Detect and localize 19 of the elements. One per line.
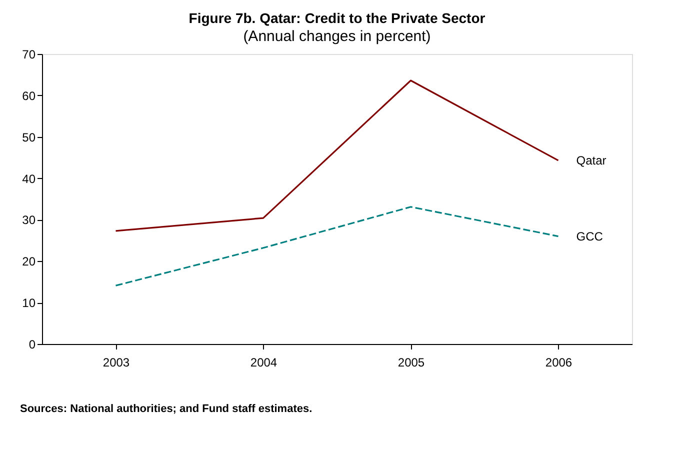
x-tick-label: 2004 bbox=[250, 356, 278, 370]
x-tick-label: 2003 bbox=[102, 356, 130, 370]
x-tick-label: 2005 bbox=[398, 356, 425, 370]
x-tick-label: 2006 bbox=[545, 356, 572, 370]
y-tick-label: 0 bbox=[28, 338, 36, 352]
line-series bbox=[114, 80, 560, 232]
source-note: Sources: National authorities; and Fund staff estimates. bbox=[20, 403, 312, 415]
y-tick-label: 30 bbox=[22, 213, 36, 228]
y-tick-label: 50 bbox=[22, 130, 36, 144]
chart-title: Figure 7b. Qatar: Credit to the Private Sector bbox=[188, 10, 486, 26]
series-label: GCC bbox=[576, 229, 604, 244]
y-tick-label: 70 bbox=[22, 48, 36, 62]
line-series bbox=[114, 206, 560, 286]
y-tick-label: 40 bbox=[22, 172, 36, 186]
series-label: Qatar bbox=[576, 153, 606, 168]
y-tick-label: 60 bbox=[22, 88, 36, 103]
chart-subtitle: (Annual changes in percent) bbox=[243, 28, 431, 45]
y-tick-label: 10 bbox=[22, 296, 36, 310]
y-tick-label: 20 bbox=[22, 254, 36, 269]
